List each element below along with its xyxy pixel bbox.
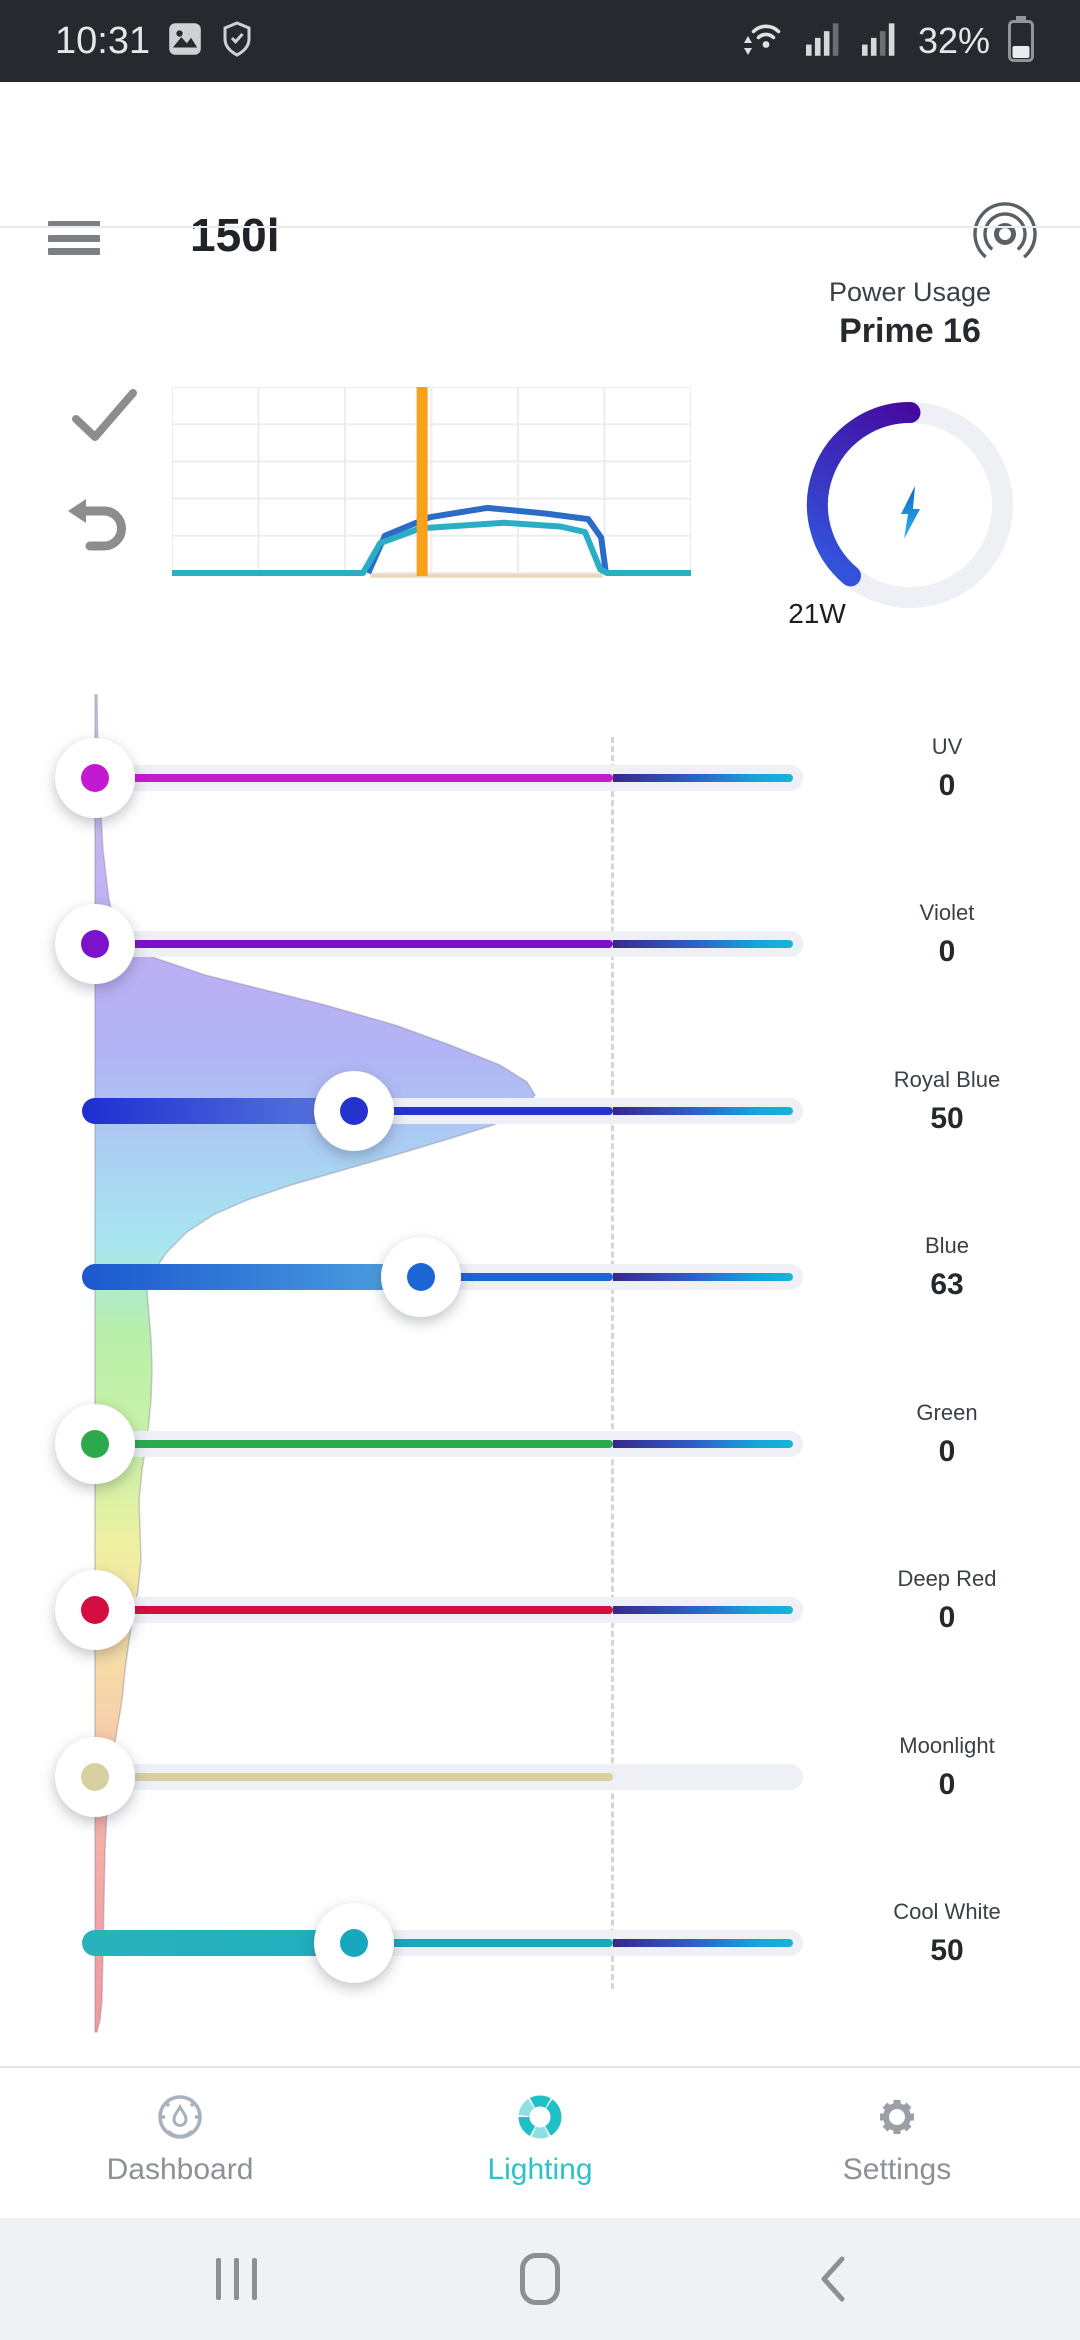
wattage-value: 21W <box>788 598 846 629</box>
channel-label: Royal Blue <box>893 1067 1001 1092</box>
channel-label: Moonlight <box>899 1733 995 1758</box>
power-device-name: Prime 16 <box>839 312 981 350</box>
tab-dashboard[interactable]: Dashboard <box>50 2068 310 2187</box>
channel-value: 0 <box>938 935 956 968</box>
apply-check-icon[interactable] <box>70 385 140 452</box>
channel-line <box>95 1440 613 1448</box>
lightning-bolt-icon <box>901 486 920 539</box>
value-bar <box>82 1098 354 1124</box>
slider-knob[interactable] <box>55 738 135 818</box>
clock: 10:31 <box>55 19 151 62</box>
status-bar: 10:31 <box>0 0 1080 82</box>
gradient-segment <box>613 1606 793 1614</box>
recents-button[interactable] <box>216 2218 257 2340</box>
home-button[interactable] <box>520 2218 560 2340</box>
signal-bars-icon <box>805 20 844 63</box>
hamburger-menu-icon[interactable] <box>48 221 100 255</box>
channel-line <box>95 1773 613 1781</box>
channel-label: Blue <box>924 1233 970 1258</box>
slider-knob[interactable] <box>55 904 135 984</box>
power-gauge <box>806 402 1013 608</box>
channel-dot <box>81 1430 109 1458</box>
page-title: 150l <box>190 209 280 261</box>
tab-settings[interactable]: Settings <box>767 2068 1027 2187</box>
channel-value: 50 <box>930 1102 964 1135</box>
channel-label: Green <box>916 1400 978 1425</box>
power-usage-label: Power Usage <box>828 277 992 307</box>
channel-dot <box>340 1929 368 1957</box>
gradient-segment <box>613 774 793 782</box>
schedule-chart <box>172 387 691 578</box>
undo-icon[interactable] <box>66 498 132 567</box>
channel-dot <box>81 930 109 958</box>
gear-icon <box>880 2100 914 2134</box>
gradient-segment <box>613 1273 793 1281</box>
slider-knob[interactable] <box>314 1071 394 1151</box>
channel-label: UV <box>931 734 963 759</box>
android-navigation-bar <box>0 2218 1080 2340</box>
slider-knob[interactable] <box>55 1737 135 1817</box>
lighting-donut-icon <box>518 2095 562 2139</box>
slider-knob[interactable] <box>55 1404 135 1484</box>
channel-dot <box>407 1263 436 1291</box>
slider-knob[interactable] <box>381 1237 462 1317</box>
shield-check-icon <box>220 20 254 62</box>
gauge-icon <box>158 2095 202 2139</box>
channel-dot <box>81 1596 109 1624</box>
gallery-icon <box>168 22 202 61</box>
channel-value: 0 <box>938 1601 956 1634</box>
channel-dot <box>81 1763 109 1791</box>
channel-line <box>95 940 613 948</box>
gradient-segment <box>613 1107 793 1115</box>
wifi-updown-icon <box>740 19 788 64</box>
value-bar <box>82 1264 422 1290</box>
header-divider <box>0 226 1080 228</box>
channel-dot <box>81 764 109 792</box>
channel-line <box>95 1606 613 1614</box>
channel-label: Violet <box>919 900 975 925</box>
channel-line <box>95 774 613 782</box>
slider-knob[interactable] <box>314 1903 394 1983</box>
channel-label: Cool White <box>893 1899 1001 1924</box>
slider-knob[interactable] <box>55 1570 135 1650</box>
channel-value: 0 <box>938 769 956 802</box>
bottom-navigation: Dashboard Lighting <box>0 2066 1080 2220</box>
channel-value: 0 <box>938 1435 956 1468</box>
slider-max-marker <box>611 737 614 1989</box>
channel-value: 50 <box>930 1934 964 1967</box>
spectrum-graph <box>94 694 536 2033</box>
discover-devices-icon[interactable] <box>965 194 1045 274</box>
channel-value: 63 <box>930 1268 964 1301</box>
signal-bars-icon <box>861 20 900 63</box>
channel-value: 0 <box>938 1768 956 1801</box>
gradient-segment <box>613 1939 793 1947</box>
gradient-segment <box>613 1440 793 1448</box>
gradient-segment <box>613 940 793 948</box>
app-header: 150l <box>0 82 1080 266</box>
back-button[interactable] <box>818 2218 848 2340</box>
channel-label: Deep Red <box>897 1566 997 1591</box>
battery-percent: 32% <box>917 20 990 61</box>
tab-lighting[interactable]: Lighting <box>410 2068 670 2187</box>
battery-icon <box>1008 15 1034 67</box>
value-bar <box>82 1930 354 1956</box>
channel-dot <box>340 1097 368 1125</box>
